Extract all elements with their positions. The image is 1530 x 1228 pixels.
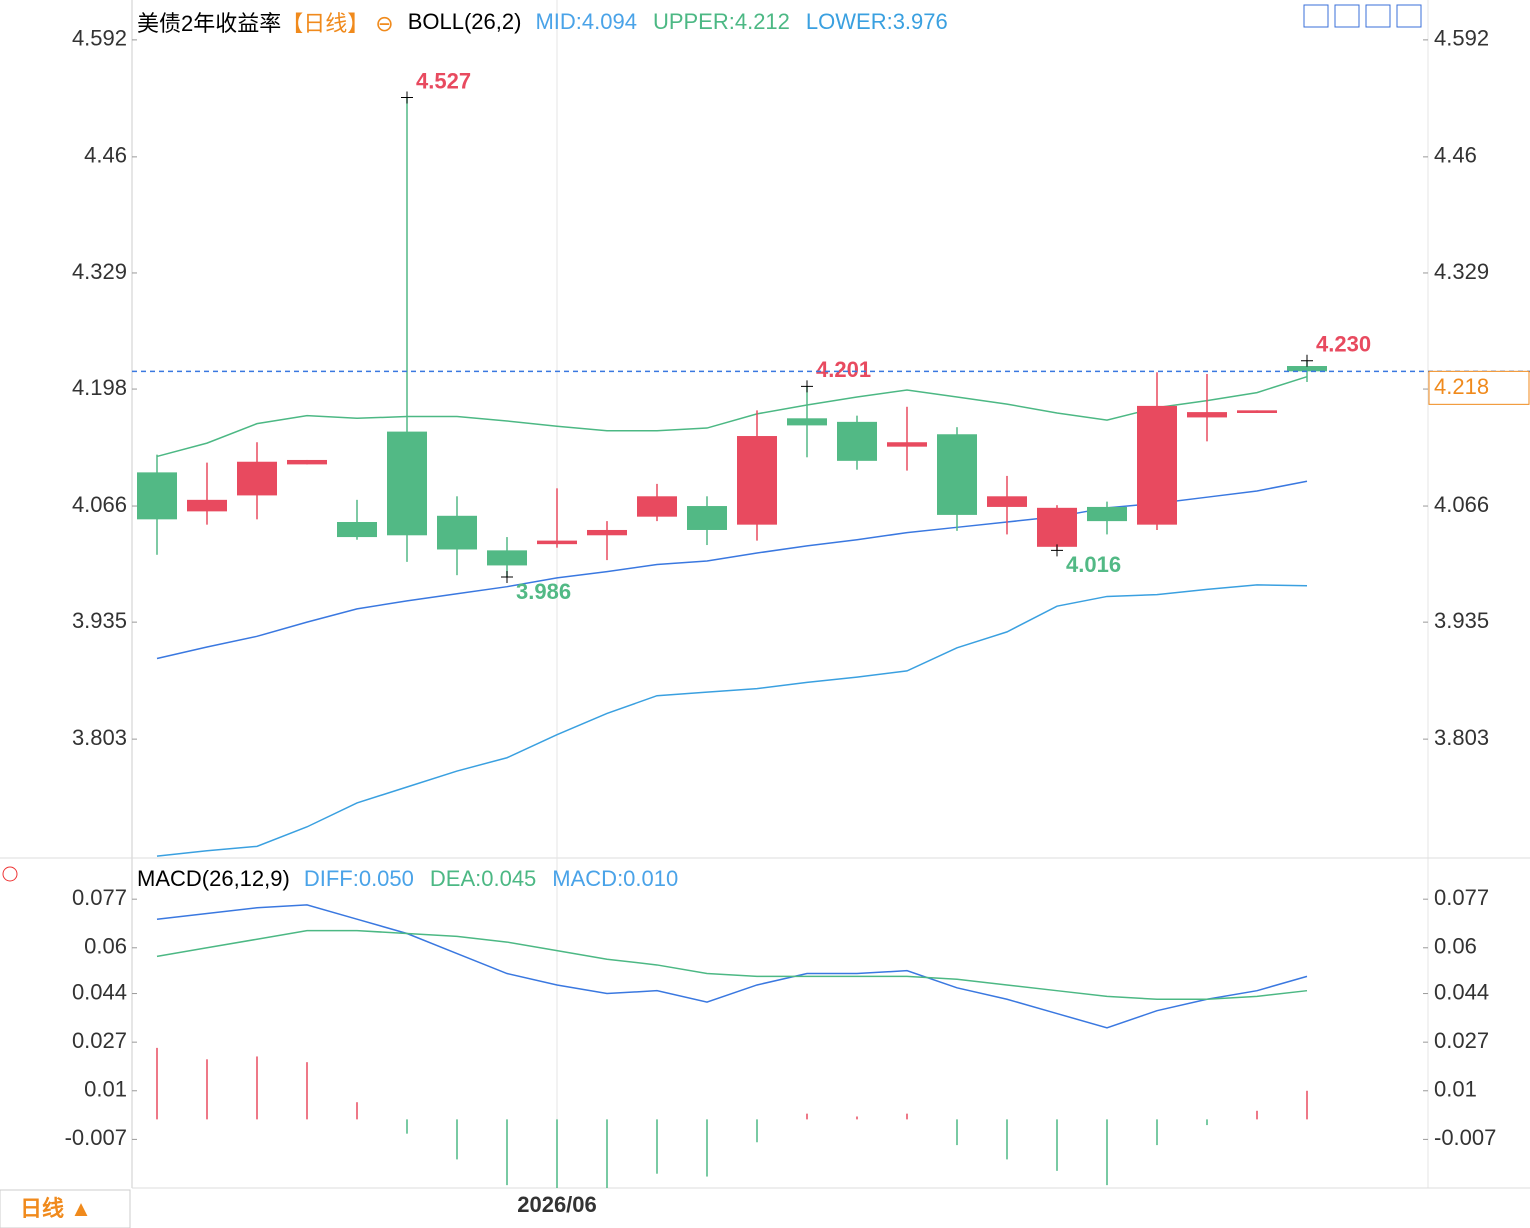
legend-entry: LOWER:3.976 <box>805 9 948 34</box>
line <box>156 375 1308 458</box>
high-label: 4.527 <box>416 68 471 93</box>
tool-icon[interactable] <box>1396 4 1422 28</box>
candle-body <box>937 434 977 515</box>
candle-body <box>837 421 877 461</box>
y-tick-label: 0.044 <box>72 979 127 1004</box>
title-text: 美债2年收益率 <box>137 11 282 36</box>
candle-body <box>487 550 527 566</box>
y-tick-label: 4.46 <box>84 143 127 168</box>
tool-icon[interactable] <box>1303 4 1329 28</box>
settings-icon[interactable] <box>2 866 18 882</box>
main-header: 美债2年收益率【日线】 ⊖ BOLL(26,2) MID:4.094 UPPER:4… <box>137 6 948 38</box>
candle-body <box>1287 366 1327 372</box>
y-tick-label-right: 0.077 <box>1434 885 1489 910</box>
low-label: 3.986 <box>516 579 571 604</box>
y-tick-label: 0.06 <box>84 934 127 959</box>
legend-entry: DIFF:0.050 <box>303 866 414 891</box>
macd-header: MACD(26,12,9) DIFF:0.050 DEA:0.045 MACD:0.… <box>137 866 678 892</box>
indicator: MACD(26,12,9) <box>137 866 290 891</box>
candle-body <box>387 431 427 536</box>
candle-body <box>887 442 927 447</box>
candle-body <box>687 506 727 530</box>
marker <box>401 91 413 104</box>
legend-entry: UPPER:4.212 <box>652 9 790 34</box>
y-tick-label-right: 0.06 <box>1434 934 1477 959</box>
y-tick-label: 4.592 <box>72 26 127 51</box>
candle-body <box>187 499 227 512</box>
y-tick-label-right: 3.803 <box>1434 725 1489 750</box>
legend-entry: MACD:0.010 <box>552 866 679 891</box>
y-tick-label-right: 3.935 <box>1434 608 1489 633</box>
legend: MID:4.094 UPPER:4.212 LOWER:3.976 <box>535 9 947 35</box>
candle-body <box>537 540 577 545</box>
y-tick-label: 3.803 <box>72 725 127 750</box>
candle-body <box>1187 412 1227 418</box>
candle-body <box>987 496 1027 507</box>
candle-body <box>1037 507 1077 547</box>
candle-body <box>1137 405 1177 525</box>
legend-entry: MID:4.094 <box>535 9 637 34</box>
y-tick-label: 3.935 <box>72 608 127 633</box>
y-tick-label-right: 4.592 <box>1434 26 1489 51</box>
period-box[interactable] <box>0 1189 131 1228</box>
high-label: 4.201 <box>816 357 871 382</box>
y-tick-label-right: 0.01 <box>1434 1077 1477 1102</box>
candle-body <box>437 515 477 550</box>
indicator: BOLL(26,2) <box>407 9 522 34</box>
legend-entry: DEA:0.045 <box>429 866 537 891</box>
legend: DIFF:0.050 DEA:0.045 MACD:0.010 <box>304 866 678 892</box>
y-tick-label: 0.01 <box>84 1077 127 1102</box>
candle-body <box>287 459 327 465</box>
candle-body <box>337 521 377 538</box>
y-tick-label: 4.198 <box>72 375 127 400</box>
line <box>156 480 1308 660</box>
y-tick-label: -0.007 <box>65 1125 127 1150</box>
last-price-label: 4.218 <box>1434 374 1489 399</box>
y-tick-label-right: 0.044 <box>1434 979 1489 1004</box>
candle-body <box>137 472 177 520</box>
tool-icon[interactable] <box>1334 4 1360 28</box>
y-tick-label: 4.329 <box>72 259 127 284</box>
marker <box>501 570 513 583</box>
y-tick-label: 4.066 <box>72 492 127 517</box>
line <box>156 904 1308 1029</box>
title: 美债2年收益率【日线】 ⊖ <box>137 6 394 38</box>
candle-body <box>737 436 777 525</box>
tool-icon[interactable] <box>1365 4 1391 28</box>
marker <box>1051 544 1063 557</box>
x-tick-label: 2026/06 <box>517 1192 597 1217</box>
high-label: 4.230 <box>1316 332 1371 357</box>
y-tick-label-right: 4.066 <box>1434 492 1489 517</box>
y-tick-label-right: 4.46 <box>1434 143 1477 168</box>
candle-body <box>787 418 827 426</box>
candle-body <box>637 496 677 517</box>
marker <box>1301 354 1313 367</box>
period: 【日线】 <box>281 11 370 36</box>
y-tick-label-right: 0.027 <box>1434 1028 1489 1053</box>
marker <box>801 380 813 393</box>
candle-body <box>1087 506 1127 522</box>
y-tick-label-right: -0.007 <box>1434 1125 1496 1150</box>
candle-body <box>1237 410 1277 413</box>
candle-body <box>587 529 627 536</box>
y-tick-label: 0.027 <box>72 1028 127 1053</box>
period-label[interactable]: 日线 ▲ <box>20 1196 92 1221</box>
line <box>156 929 1308 1001</box>
candle-body <box>237 461 277 496</box>
low-label: 4.016 <box>1066 552 1121 577</box>
last-price-box <box>1428 370 1530 405</box>
icon: ⊖ <box>375 11 394 36</box>
y-tick-label-right: 4.329 <box>1434 259 1489 284</box>
line <box>156 584 1308 857</box>
y-tick-label: 0.077 <box>72 885 127 910</box>
toolbar[interactable] <box>1303 4 1422 28</box>
